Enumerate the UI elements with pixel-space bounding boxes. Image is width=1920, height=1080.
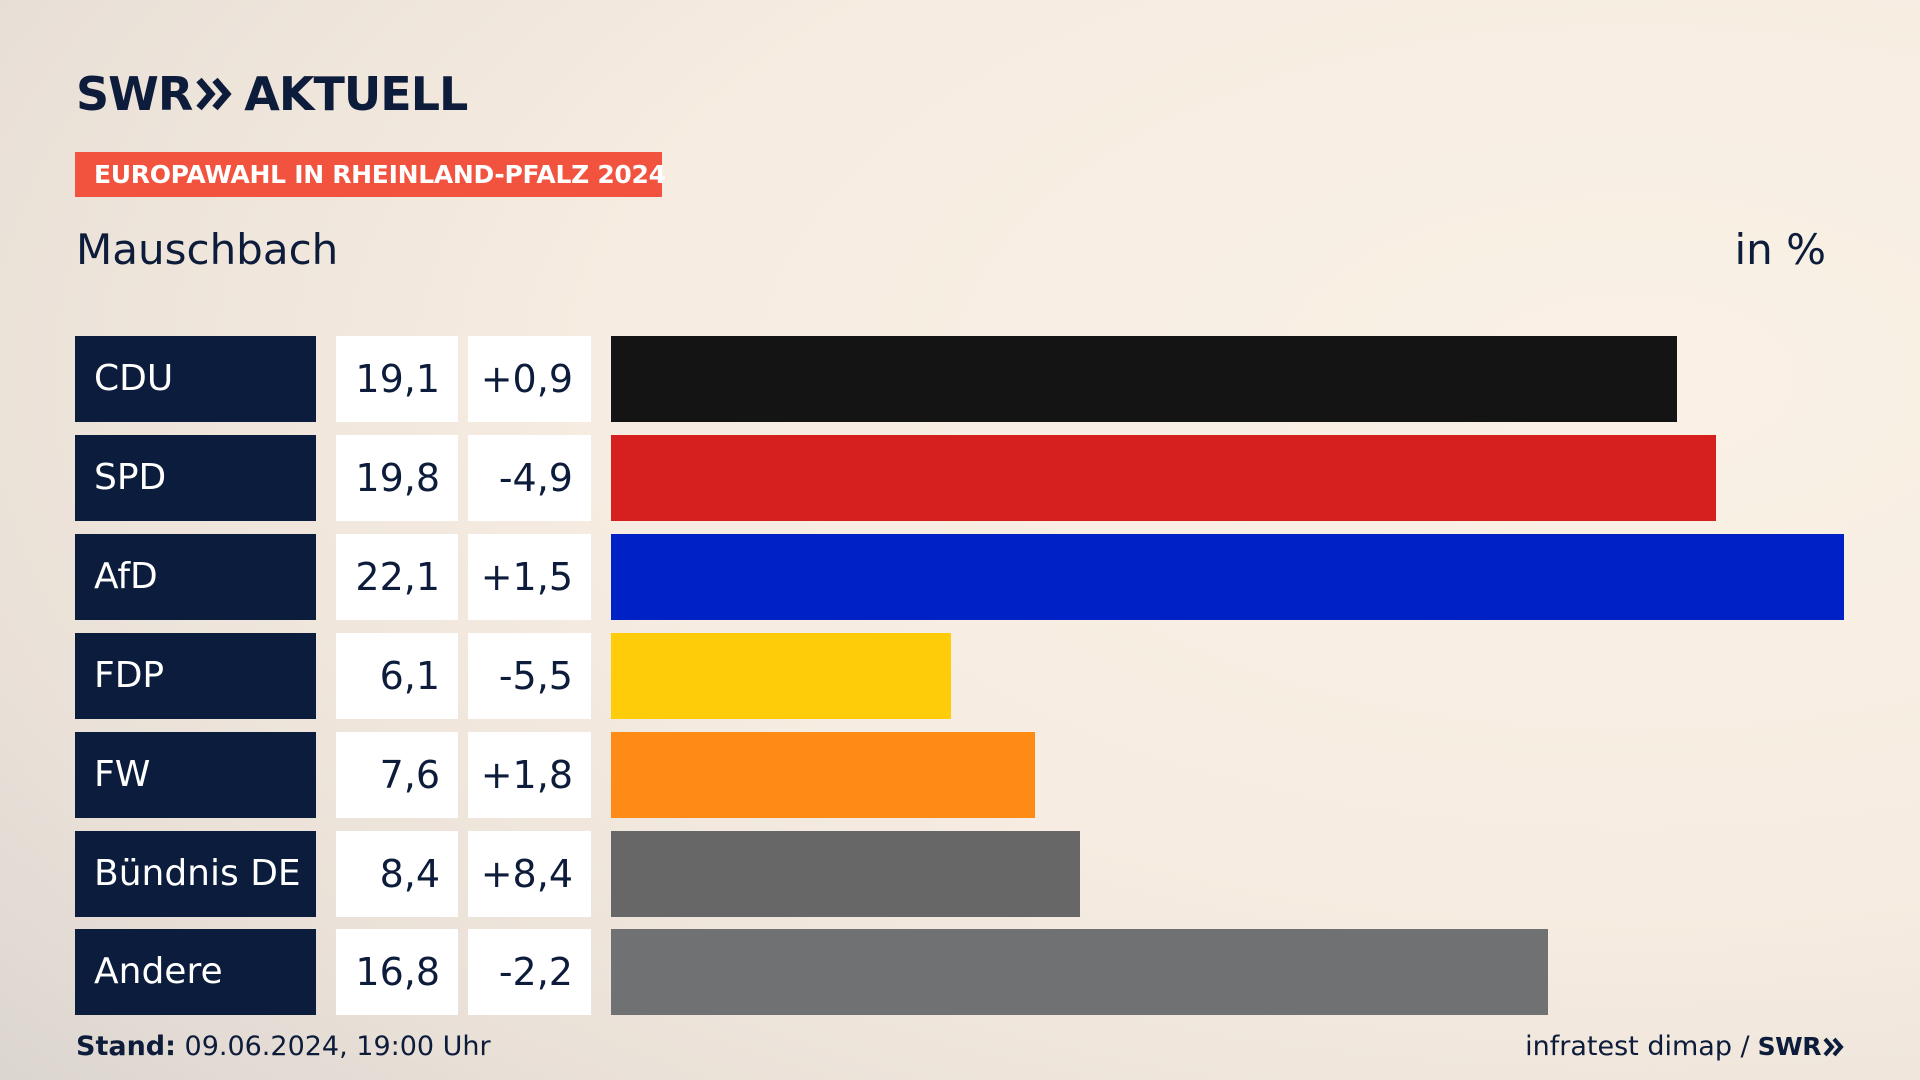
timestamp: Stand: 09.06.2024, 19:00 Uhr bbox=[76, 1030, 491, 1064]
logo-aktuell-text: AKTUELL bbox=[244, 67, 468, 121]
source-credit: infratest dimap / SWR bbox=[1525, 1030, 1845, 1064]
bar-b-ndnis-de bbox=[611, 831, 1080, 917]
vote-share-label: 6,1 bbox=[336, 633, 458, 719]
vote-share-label: 19,1 bbox=[336, 336, 458, 422]
party-label: Bündnis DE bbox=[75, 831, 316, 917]
party-label: Andere bbox=[75, 929, 316, 1015]
party-label: SPD bbox=[75, 435, 316, 521]
change-label: +1,5 bbox=[468, 534, 591, 620]
place-title: Mauschbach bbox=[76, 225, 339, 274]
bar-afd bbox=[611, 534, 1844, 620]
bar-fdp bbox=[611, 633, 951, 719]
bar-cdu bbox=[611, 336, 1677, 422]
vote-share-label: 19,8 bbox=[336, 435, 458, 521]
source-brand: SWR bbox=[1757, 1032, 1822, 1061]
vote-share-label: 22,1 bbox=[336, 534, 458, 620]
election-tag: EUROPAWAHL IN RHEINLAND-PFALZ 2024 bbox=[75, 152, 666, 197]
source-text: infratest dimap / bbox=[1525, 1031, 1750, 1062]
change-label: -2,2 bbox=[468, 929, 591, 1015]
unit-label: in % bbox=[1734, 225, 1826, 274]
party-label: FDP bbox=[75, 633, 316, 719]
stand-label: Stand: bbox=[76, 1031, 176, 1062]
bar-fw bbox=[611, 732, 1035, 818]
vote-share-label: 8,4 bbox=[336, 831, 458, 917]
double-chevron-icon bbox=[1823, 1037, 1845, 1057]
change-label: +0,9 bbox=[468, 336, 591, 422]
change-label: -5,5 bbox=[468, 633, 591, 719]
double-chevron-icon bbox=[196, 76, 234, 112]
change-label: +8,4 bbox=[468, 831, 591, 917]
vote-share-label: 7,6 bbox=[336, 732, 458, 818]
swr-aktuell-logo: SWR AKTUELL bbox=[76, 66, 468, 122]
change-label: -4,9 bbox=[468, 435, 591, 521]
logo-swr-text: SWR bbox=[76, 67, 193, 121]
bar-andere bbox=[611, 929, 1548, 1015]
change-label: +1,8 bbox=[468, 732, 591, 818]
party-label: FW bbox=[75, 732, 316, 818]
bar-spd bbox=[611, 435, 1716, 521]
party-label: CDU bbox=[75, 336, 316, 422]
stand-value: 09.06.2024, 19:00 Uhr bbox=[184, 1031, 491, 1062]
vote-share-label: 16,8 bbox=[336, 929, 458, 1015]
party-label: AfD bbox=[75, 534, 316, 620]
